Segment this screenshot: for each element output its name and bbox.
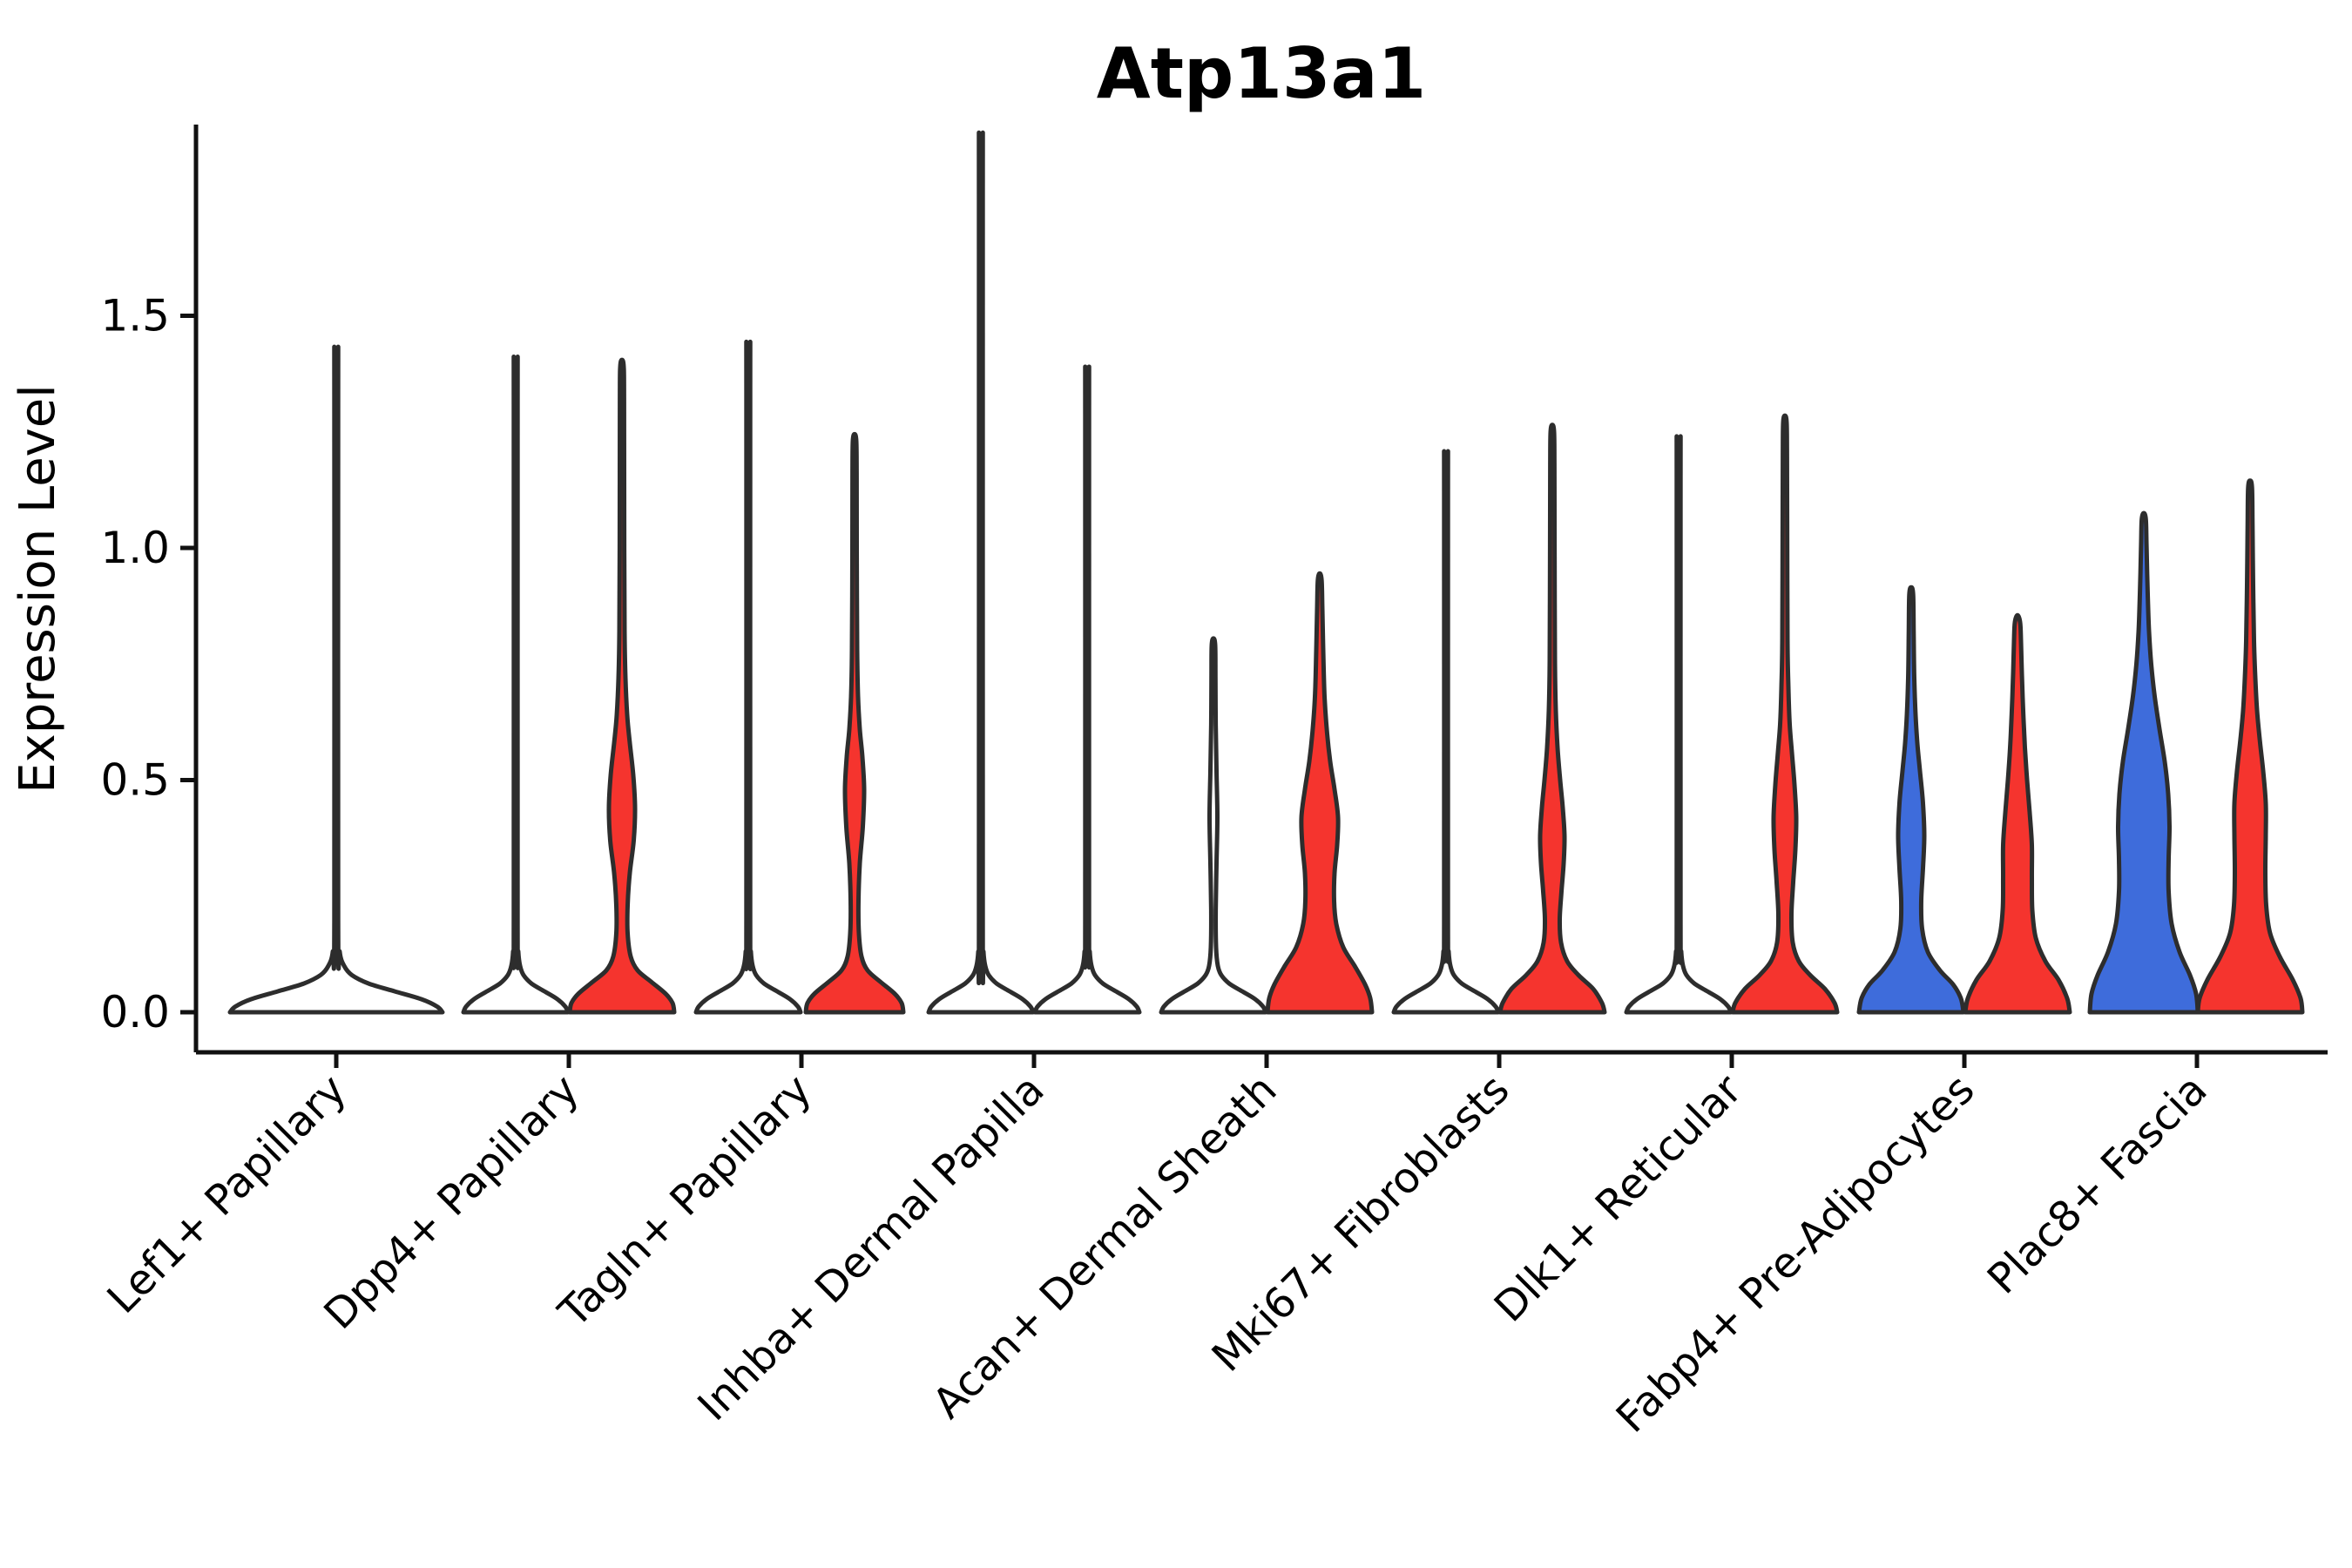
violin-mki67-fibroblasts-left — [1391, 449, 1501, 1015]
y-tick-label: 1.5 — [100, 291, 170, 341]
violin-acan-dermal-sheath-right — [1265, 571, 1375, 1015]
violin-tagln-papillary-left — [693, 340, 803, 1015]
chart-title: Atp13a1 — [1097, 33, 1426, 114]
violin-dpp4-papillary-right — [567, 357, 677, 1015]
x-tick-label: Tagln+ Papillary — [549, 1065, 821, 1337]
violin-dpp4-papillary-left — [461, 355, 571, 1015]
violin-inhba-dermal-papilla-left — [926, 131, 1036, 1015]
violin-plac8-fascia-left — [2087, 510, 2200, 1015]
y-tick-label: 0.0 — [100, 987, 170, 1037]
violin-dlk1-reticular-left — [1624, 434, 1734, 1015]
violin-plac8-fascia-right — [2195, 478, 2305, 1015]
violin-fabp4-pre-adipocytes-right — [1963, 612, 2072, 1015]
x-tick-label: Dpp4+ Papillary — [314, 1065, 588, 1339]
violin-fabp4-pre-adipocytes-left — [1856, 585, 1966, 1015]
y-tick-label: 1.0 — [100, 523, 170, 573]
violin-inhba-dermal-papilla-right — [1032, 364, 1142, 1015]
violin-mki67-fibroblasts-right — [1497, 422, 1607, 1015]
violin-tagln-papillary-right — [803, 431, 906, 1015]
y-axis-label: Expression Level — [10, 384, 66, 794]
violin-acan-dermal-sheath-left — [1159, 636, 1268, 1015]
violin-dlk1-reticular-right — [1730, 413, 1840, 1015]
x-tick-label: Lef1+ Papillary — [98, 1065, 356, 1323]
x-tick-label: Plac8+ Fascia — [1978, 1065, 2217, 1304]
violin-lef1-papillary-single — [227, 344, 445, 1015]
y-tick-label: 0.5 — [100, 755, 170, 806]
x-tick-label: Dlk1+ Reticular — [1485, 1065, 1752, 1332]
